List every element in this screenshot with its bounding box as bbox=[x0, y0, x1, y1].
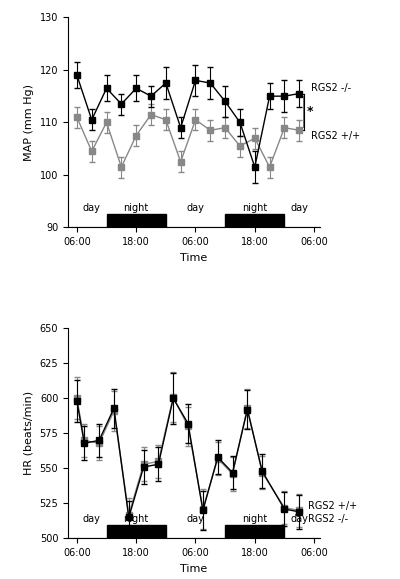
Text: day: day bbox=[83, 514, 101, 524]
Text: night: night bbox=[242, 203, 268, 213]
Text: RGS2 +/+: RGS2 +/+ bbox=[308, 501, 357, 511]
Text: day: day bbox=[186, 203, 204, 213]
Text: night: night bbox=[242, 514, 268, 524]
Text: RGS2 -/-: RGS2 -/- bbox=[311, 83, 351, 93]
X-axis label: Time: Time bbox=[180, 564, 208, 574]
X-axis label: Time: Time bbox=[180, 253, 208, 263]
Text: *: * bbox=[307, 105, 314, 119]
Bar bbox=[225, 214, 284, 228]
Text: day: day bbox=[83, 203, 101, 213]
Text: night: night bbox=[124, 203, 149, 213]
Text: day: day bbox=[290, 514, 308, 524]
Bar bbox=[225, 525, 284, 538]
Text: night: night bbox=[124, 514, 149, 524]
Text: RGS2 -/-: RGS2 -/- bbox=[308, 514, 348, 524]
Bar bbox=[106, 214, 166, 228]
Bar bbox=[106, 525, 166, 538]
Text: day: day bbox=[290, 203, 308, 213]
Text: day: day bbox=[186, 514, 204, 524]
Y-axis label: HR (beats/min): HR (beats/min) bbox=[24, 391, 34, 475]
Y-axis label: MAP (mm Hg): MAP (mm Hg) bbox=[24, 84, 34, 161]
Text: RGS2 +/+: RGS2 +/+ bbox=[311, 130, 360, 141]
